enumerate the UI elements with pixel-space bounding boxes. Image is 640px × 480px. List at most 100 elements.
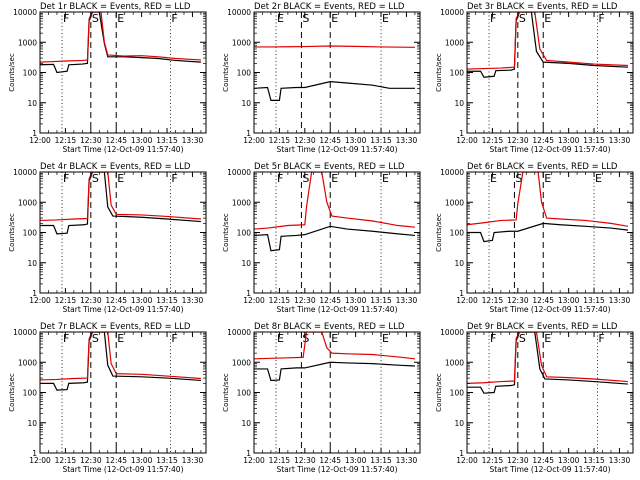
x-tick-label-0: 12:00 — [243, 456, 265, 465]
series-lld-line — [467, 172, 629, 227]
marker-label-3: F — [171, 172, 177, 185]
x-tick-label-1: 12:15 — [269, 136, 291, 145]
marker-label-3: E — [382, 332, 389, 345]
x-tick-label-2: 12:30 — [507, 296, 529, 305]
series-lld-line — [254, 332, 415, 360]
y-tick-label-2: 100 — [237, 229, 252, 238]
marker-label-1: S — [302, 12, 309, 25]
marker-label-1: S — [92, 12, 99, 25]
x-tick-label-5: 13:15 — [583, 296, 605, 305]
y-tick-label-1: 10 — [27, 259, 37, 268]
x-tick-label-4: 13:00 — [558, 296, 580, 305]
panel-title: Det 4r BLACK = Events, RED = LLD — [40, 162, 191, 172]
x-axis-label: Start Time (12-Oct-09 11:57:40) — [276, 305, 397, 314]
x-tick-label-3: 12:45 — [319, 296, 341, 305]
x-axis-label: Start Time (12-Oct-09 11:57:40) — [62, 465, 183, 474]
marker-label-2: E — [117, 332, 124, 345]
x-tick-label-3: 12:45 — [105, 296, 127, 305]
x-tick-label-1: 12:15 — [55, 136, 77, 145]
x-tick-label-2: 12:30 — [294, 136, 316, 145]
y-tick-label-2: 100 — [237, 389, 252, 398]
x-tick-label-1: 12:15 — [482, 136, 504, 145]
marker-label-2: E — [331, 12, 338, 25]
x-tick-label-1: 12:15 — [55, 296, 77, 305]
marker-label-0: F — [490, 332, 496, 345]
x-tick-label-3: 12:45 — [319, 456, 341, 465]
marker-label-3: E — [595, 172, 602, 185]
marker-label-0: E — [490, 172, 497, 185]
marker-label-1: S — [515, 172, 522, 185]
y-tick-label-0: 1 — [459, 129, 464, 138]
marker-label-3: F — [171, 332, 177, 345]
series-lld-line — [254, 45, 415, 48]
marker-label-0: E — [277, 12, 284, 25]
marker-label-2: E — [331, 172, 338, 185]
x-tick-label-5: 13:15 — [370, 456, 392, 465]
x-tick-label-3: 12:45 — [532, 136, 554, 145]
x-tick-label-2: 12:30 — [507, 456, 529, 465]
x-tick-label-4: 13:00 — [131, 136, 153, 145]
y-tick-label-4: 10000 — [440, 328, 464, 337]
x-tick-label-5: 13:15 — [156, 456, 178, 465]
panel-title: Det 8r BLACK = Events, RED = LLD — [254, 322, 405, 332]
y-axis-label: Counts/sec — [222, 53, 230, 92]
y-tick-label-2: 100 — [23, 69, 38, 78]
y-axis-label: Counts/sec — [222, 373, 230, 412]
y-tick-label-1: 10 — [27, 99, 37, 108]
panel-det-6: E S E E 1 10 100 1000 10000 12:00 12:15 12:30 12:45 1… — [435, 162, 634, 314]
x-tick-label-4: 13:00 — [131, 456, 153, 465]
y-tick-label-3: 1000 — [18, 38, 37, 47]
y-tick-label-3: 1000 — [445, 358, 464, 367]
x-tick-label-4: 13:00 — [345, 296, 367, 305]
marker-label-0: F — [63, 12, 69, 25]
x-tick-label-2: 12:30 — [80, 456, 102, 465]
marker-label-3: F — [171, 12, 177, 25]
y-tick-label-2: 100 — [450, 69, 465, 78]
marker-label-0: F — [277, 172, 283, 185]
x-tick-label-5: 13:15 — [156, 296, 178, 305]
series-group — [254, 45, 415, 101]
panel-det-7: F S E F 1 10 100 1000 10000 12:00 12:15 12:30 12:45 1… — [8, 322, 207, 474]
x-tick-label-2: 12:30 — [80, 136, 102, 145]
y-tick-label-3: 1000 — [18, 198, 37, 207]
x-tick-label-0: 12:00 — [243, 136, 265, 145]
y-tick-label-1: 10 — [454, 419, 464, 428]
x-tick-label-2: 12:30 — [294, 456, 316, 465]
x-tick-label-0: 12:00 — [29, 456, 51, 465]
y-tick-label-0: 1 — [246, 289, 251, 298]
y-tick-label-2: 100 — [450, 389, 465, 398]
panel-det-9: F S E F 1 10 100 1000 10000 12:00 12:15 12:30 12:45 1… — [435, 322, 634, 474]
y-tick-label-4: 10000 — [440, 8, 464, 17]
marker-label-1: S — [302, 172, 309, 185]
series-group — [40, 332, 201, 391]
series-lld-line — [40, 172, 201, 222]
x-tick-label-4: 13:00 — [345, 456, 367, 465]
x-tick-label-1: 12:15 — [482, 296, 504, 305]
x-tick-label-5: 13:15 — [583, 456, 605, 465]
panel-det-5: F S E E 1 10 100 1000 10000 12:00 12:15 12:30 12:45 1… — [222, 162, 421, 314]
series-group — [467, 12, 628, 78]
x-tick-label-5: 13:15 — [583, 136, 605, 145]
y-tick-label-2: 100 — [450, 229, 465, 238]
y-tick-label-1: 10 — [241, 99, 251, 108]
x-tick-label-2: 12:30 — [507, 136, 529, 145]
y-tick-label-1: 10 — [241, 259, 251, 268]
marker-label-1: S — [519, 12, 526, 25]
y-tick-label-0: 1 — [459, 289, 464, 298]
x-axis-label: Start Time (12-Oct-09 11:57:40) — [62, 305, 183, 314]
marker-label-3: E — [382, 172, 389, 185]
series-group — [467, 172, 629, 243]
series-lld-line — [40, 12, 201, 63]
y-axis-label: Counts/sec — [435, 373, 443, 412]
y-tick-label-4: 10000 — [227, 168, 251, 177]
y-tick-label-3: 1000 — [232, 198, 251, 207]
x-tick-label-6: 13:30 — [609, 296, 631, 305]
y-axis-label: Counts/sec — [8, 213, 16, 252]
x-tick-label-2: 12:30 — [294, 296, 316, 305]
marker-label-2: E — [544, 12, 551, 25]
series-group — [254, 172, 415, 252]
